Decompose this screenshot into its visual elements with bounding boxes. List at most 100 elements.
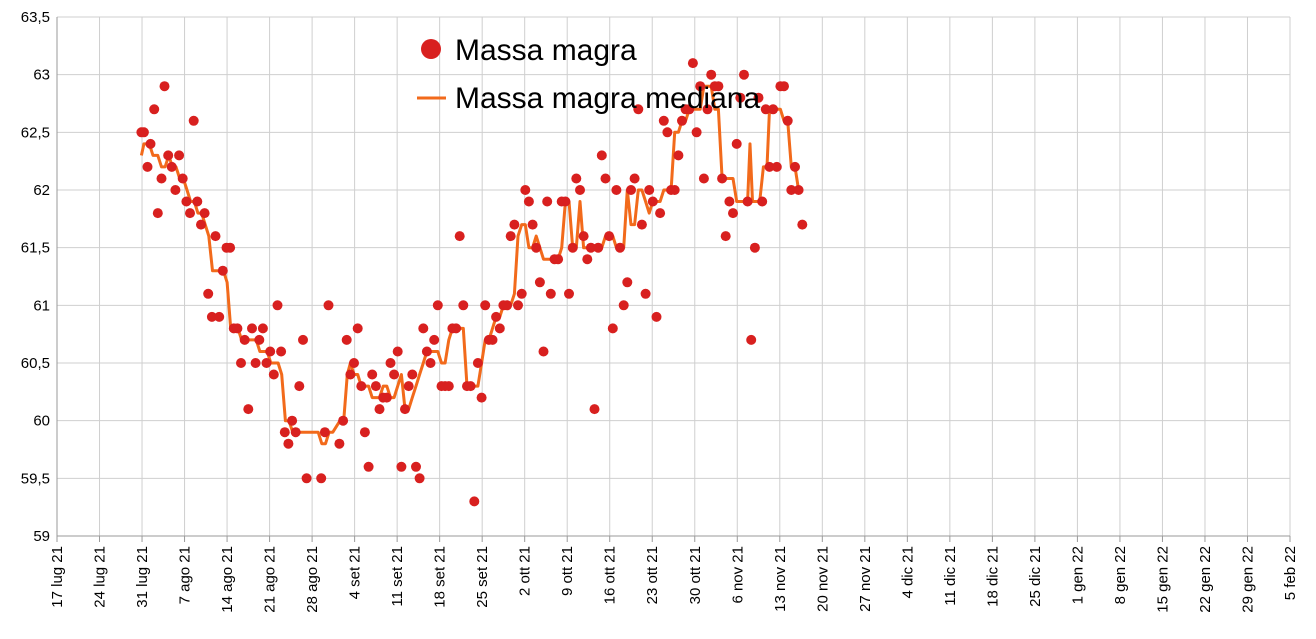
y-tick-label: 62 (33, 182, 50, 199)
data-point (334, 438, 345, 449)
x-tick-label: 1 gen 22 (1069, 546, 1086, 604)
data-point (174, 150, 185, 161)
data-point (254, 334, 265, 345)
x-tick-label: 30 ott 21 (687, 546, 704, 604)
data-point (658, 115, 669, 126)
data-point (421, 346, 432, 357)
data-point (505, 231, 516, 242)
x-tick-label: 29 gen 22 (1239, 546, 1256, 613)
data-point (177, 173, 188, 184)
x-tick-label: 11 dic 21 (942, 546, 959, 606)
x-tick-label: 13 nov 21 (772, 546, 789, 612)
x-tick-label: 4 dic 21 (899, 546, 916, 599)
data-point (217, 265, 228, 276)
y-tick-label: 60 (33, 413, 50, 430)
data-point (316, 473, 327, 484)
data-point (465, 381, 476, 392)
data-point (403, 381, 414, 392)
data-point (290, 427, 301, 438)
x-tick-label: 11 set 21 (389, 546, 406, 607)
data-point (458, 300, 469, 311)
data-point (319, 427, 330, 438)
x-tick-label: 25 set 21 (474, 546, 491, 608)
data-point (268, 369, 279, 380)
data-point (323, 300, 334, 311)
x-tick-label: 22 gen 22 (1197, 546, 1214, 613)
data-point (607, 323, 618, 334)
data-point (735, 92, 746, 103)
y-tick-label: 63,5 (21, 9, 50, 26)
data-point (786, 185, 797, 195)
data-point (432, 300, 443, 311)
data-point (575, 185, 585, 195)
data-point (443, 381, 454, 392)
data-point (731, 138, 742, 149)
data-point (673, 150, 684, 161)
data-point (662, 127, 673, 138)
data-point (149, 104, 160, 115)
x-tick-label: 18 set 21 (432, 546, 449, 608)
legend-marker-points (421, 39, 441, 59)
data-point (494, 323, 505, 334)
legend-label-median: Massa magra mediana (455, 82, 760, 115)
x-tick-label: 27 nov 21 (857, 546, 874, 612)
data-point (742, 196, 753, 207)
data-point (713, 81, 724, 92)
data-point (196, 219, 206, 230)
data-point (363, 461, 374, 472)
data-point (396, 461, 407, 472)
data-point (454, 231, 465, 242)
data-point (764, 161, 775, 172)
data-point (553, 254, 564, 265)
data-point (633, 104, 644, 115)
data-point (782, 115, 793, 126)
data-point (170, 185, 181, 195)
data-point (728, 208, 738, 219)
data-point (669, 185, 680, 195)
data-point (585, 242, 596, 253)
data-point (476, 392, 487, 403)
data-point (534, 277, 545, 288)
data-point (389, 369, 400, 380)
data-point (294, 381, 305, 392)
data-point (691, 127, 702, 138)
data-point (567, 242, 578, 253)
data-point (596, 150, 607, 161)
data-point (753, 92, 764, 103)
x-axis: 17 lug 21 24 lug 21 31 lug 21 7 ago 21 14 ag… (49, 536, 1299, 613)
data-point (341, 334, 352, 345)
data-point (345, 369, 356, 380)
data-point (142, 161, 153, 172)
data-point (338, 415, 349, 426)
data-point (618, 300, 629, 311)
data-point (239, 334, 250, 345)
x-tick-label: 25 dic 21 (1027, 546, 1044, 607)
data-point (760, 104, 771, 115)
data-point (578, 231, 589, 242)
data-point (287, 415, 298, 426)
x-tick-label: 15 gen 22 (1154, 546, 1171, 613)
data-point (706, 69, 717, 80)
data-point (793, 185, 804, 195)
data-point (407, 369, 418, 380)
data-point (298, 334, 308, 345)
data-point (411, 461, 421, 472)
x-tick-label: 16 ott 21 (602, 546, 619, 604)
data-point (538, 346, 549, 357)
y-tick-label: 61,5 (21, 240, 50, 257)
data-point (385, 358, 396, 368)
data-point (749, 242, 760, 253)
data-point (626, 185, 636, 195)
data-point (582, 254, 593, 265)
data-point (159, 81, 170, 92)
legend-label-points: Massa magra (455, 34, 637, 67)
x-tick-label: 8 gen 22 (1112, 546, 1129, 604)
data-point (480, 300, 491, 311)
data-point (188, 115, 199, 126)
data-point (757, 196, 768, 207)
data-point (560, 196, 571, 207)
y-tick-label: 59,5 (21, 470, 50, 487)
x-tick-label: 18 dic 21 (984, 546, 1001, 607)
data-point (487, 334, 498, 345)
